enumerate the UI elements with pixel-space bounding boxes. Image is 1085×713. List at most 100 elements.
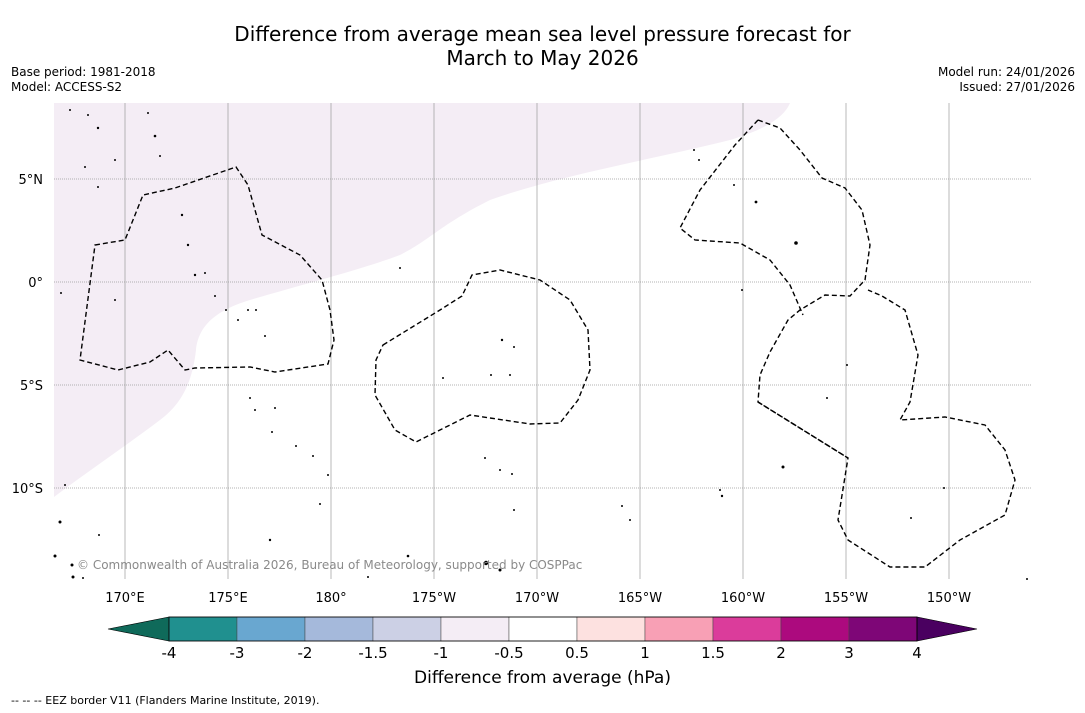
lon-label: 175°W (412, 591, 456, 606)
island (255, 309, 257, 311)
colorbar-tick-label: -3 (230, 644, 245, 662)
colorbar-tick-label: -1 (434, 644, 449, 662)
island (53, 554, 57, 558)
model-run: Model run: 24/01/2026 (937, 65, 1075, 79)
lat-label: 5°S (20, 379, 43, 394)
lon-labels: 170°E 175°E 180° 175°W 170°W 165°W 160°W… (105, 591, 971, 606)
island (1026, 578, 1028, 580)
lat-label: 5°N (19, 173, 44, 188)
colorbar-segment (304, 616, 374, 642)
island (846, 364, 848, 366)
island (71, 575, 75, 579)
island (754, 200, 758, 204)
colorbar-segment (712, 616, 782, 642)
map-panel (53, 103, 1031, 580)
colorbar-tick-label: 1 (640, 644, 650, 662)
island (483, 560, 489, 566)
island (268, 538, 272, 542)
model-name: Model: ACCESS-S2 (11, 80, 123, 94)
island (312, 455, 314, 457)
island (114, 159, 116, 161)
island (826, 397, 828, 399)
island (399, 267, 401, 269)
colorbar-segment (780, 616, 850, 642)
island (513, 509, 515, 511)
base-period: Base period: 1981-2018 (11, 65, 156, 79)
eez-line-islands-north (757, 119, 1016, 568)
lon-label: 175°E (208, 591, 248, 606)
colorbar-tick-label: -2 (298, 644, 313, 662)
colorbar-tick-label: -4 (162, 644, 177, 662)
lat-label: 0° (28, 276, 43, 291)
island (943, 487, 945, 489)
colorbar-border (168, 616, 918, 642)
meta-right: Model run: 24/01/2026 Issued: 27/01/2026 (938, 65, 1075, 95)
eez-legend: -- -- -- EEZ border V11 (Flanders Marine… (11, 694, 320, 707)
lon-label: 155°W (824, 591, 868, 606)
colorbar-tick-label: -1.5 (358, 644, 387, 662)
lat-labels: 5°N 0° 5°S 10°S (12, 173, 43, 497)
island (87, 114, 89, 116)
island (621, 505, 623, 507)
copyright-notice: © Commonwealth of Australia 2026, Bureau… (77, 558, 583, 572)
issued-date: Issued: 27/01/2026 (959, 80, 1075, 94)
island (271, 431, 273, 433)
eez-line-islands-upper (679, 119, 804, 316)
island (114, 299, 116, 301)
island (500, 338, 504, 342)
island (781, 465, 785, 469)
island (499, 469, 501, 471)
island (484, 457, 486, 459)
island (204, 272, 206, 274)
title-line-2: March to May 2026 (446, 46, 639, 70)
island (511, 473, 513, 475)
meta-left: Base period: 1981-2018 Model: ACCESS-S2 (11, 65, 156, 95)
chart-title: Difference from average mean sea level p… (0, 22, 1085, 70)
eez-howland-baker (374, 269, 591, 443)
colorbar-extend-high (916, 616, 978, 642)
island (319, 503, 321, 505)
eez-kiribati-gilbert (79, 166, 335, 373)
colorbar-extend-low (107, 616, 170, 642)
island (60, 292, 62, 294)
island (64, 484, 66, 486)
lon-label: 170°E (105, 591, 145, 606)
island (70, 563, 74, 567)
island (264, 335, 266, 337)
colorbar-segment (168, 616, 238, 642)
lon-label: 150°W (927, 591, 971, 606)
island (794, 241, 798, 245)
island (442, 377, 444, 379)
lon-label: 180° (315, 591, 346, 606)
island (490, 374, 492, 376)
island (82, 577, 84, 579)
colorbar-segment (440, 616, 510, 642)
lat-label: 10°S (12, 482, 43, 497)
island (406, 554, 410, 558)
island (180, 213, 184, 217)
island (327, 474, 329, 476)
island (214, 295, 216, 297)
island (249, 397, 251, 399)
island (225, 309, 227, 311)
island (629, 519, 631, 521)
colorbar-tick-label: 1.5 (701, 644, 725, 662)
lon-label: 170°W (515, 591, 559, 606)
island (237, 319, 239, 321)
island (509, 374, 511, 376)
island (247, 309, 249, 311)
island (97, 186, 99, 188)
island (733, 184, 735, 186)
colorbar: -4 -3 -2 -1.5 -1 -0.5 0.5 1 1.5 2 3 4 (107, 616, 978, 662)
island (741, 289, 743, 291)
island (698, 159, 700, 161)
colorbar-segment (372, 616, 442, 642)
island (367, 576, 369, 578)
island (96, 126, 100, 130)
island (98, 534, 100, 536)
island (159, 155, 161, 157)
island (69, 109, 71, 111)
colorbar-segment (508, 616, 578, 642)
colorbar-label: Difference from average (hPa) (414, 668, 671, 688)
